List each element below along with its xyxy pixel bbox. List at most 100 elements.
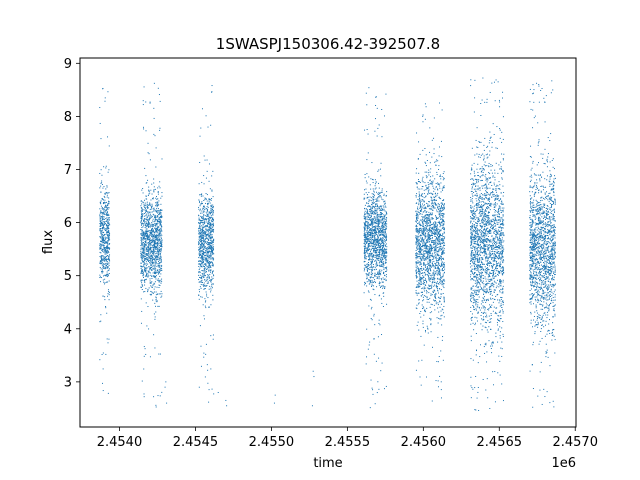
data-point: [374, 256, 376, 258]
data-point: [208, 267, 210, 269]
data-point: [440, 225, 442, 227]
data-point: [375, 268, 377, 270]
data-point: [100, 247, 102, 249]
data-point: [208, 212, 210, 214]
data-point: [370, 243, 372, 245]
data-point: [101, 217, 103, 219]
data-point: [425, 219, 427, 221]
data-point: [104, 193, 106, 195]
data-point: [366, 211, 368, 213]
data-point: [159, 268, 161, 270]
data-point: [376, 242, 378, 244]
data-point: [418, 243, 420, 245]
data-point: [151, 291, 153, 293]
data-point: [379, 168, 381, 170]
data-point: [142, 273, 144, 275]
data-point: [101, 211, 103, 213]
data-point: [152, 240, 154, 242]
data-point: [417, 262, 419, 264]
data-point: [140, 254, 142, 256]
data-point: [155, 237, 157, 239]
data-point: [146, 182, 148, 184]
data-point: [428, 301, 430, 303]
data-point: [146, 249, 148, 251]
data-point: [440, 296, 442, 298]
data-point: [140, 263, 142, 265]
data-point: [199, 223, 201, 225]
data-point: [145, 240, 147, 242]
data-point: [209, 224, 211, 226]
data-point: [212, 294, 214, 296]
data-point: [103, 281, 105, 283]
data-point: [153, 268, 155, 270]
data-point: [203, 352, 205, 354]
data-point: [441, 227, 443, 229]
data-point: [107, 231, 109, 233]
data-point: [154, 236, 156, 238]
data-point: [100, 185, 102, 187]
data-point: [152, 237, 154, 239]
data-point: [374, 229, 376, 231]
data-point: [424, 207, 426, 209]
data-point: [377, 194, 379, 196]
data-point: [141, 284, 143, 286]
data-point: [141, 242, 143, 244]
data-point: [105, 211, 107, 213]
data-point: [370, 188, 372, 190]
data-point: [378, 282, 380, 284]
data-point: [140, 247, 142, 249]
data-point: [107, 293, 109, 295]
data-point: [198, 222, 200, 224]
data-point: [421, 304, 423, 306]
data-point: [202, 207, 204, 209]
data-point: [205, 291, 207, 293]
data-point: [146, 219, 148, 221]
data-point: [383, 203, 385, 205]
data-point: [443, 221, 445, 223]
data-point: [438, 246, 440, 248]
data-point: [385, 243, 387, 245]
data-point: [372, 250, 374, 252]
data-point: [372, 237, 374, 239]
data-point: [439, 183, 441, 185]
data-point: [424, 161, 426, 163]
data-point: [146, 273, 148, 275]
data-point: [147, 275, 149, 277]
data-point: [439, 237, 441, 239]
data-point: [159, 258, 161, 260]
data-point: [210, 206, 212, 208]
data-point: [212, 262, 214, 264]
data-point: [199, 235, 201, 237]
data-point: [364, 246, 366, 248]
data-point: [374, 248, 376, 250]
data-point: [99, 201, 101, 203]
data-point: [151, 269, 153, 271]
data-point: [377, 205, 379, 207]
data-point: [146, 201, 148, 203]
data-point: [198, 281, 200, 283]
data-point: [105, 238, 107, 240]
data-point: [141, 252, 143, 254]
data-point: [207, 254, 209, 256]
data-point: [370, 279, 372, 281]
data-point: [155, 239, 157, 241]
data-point: [427, 236, 429, 238]
data-point: [366, 250, 368, 252]
data-point: [160, 256, 162, 258]
data-point: [146, 232, 148, 234]
data-point: [207, 276, 209, 278]
data-point: [374, 212, 376, 214]
data-point: [435, 282, 437, 284]
data-point: [199, 271, 201, 273]
data-point: [105, 206, 107, 208]
data-point: [201, 216, 203, 218]
data-point: [382, 242, 384, 244]
data-point: [379, 213, 381, 215]
data-point: [423, 239, 425, 241]
data-point: [422, 223, 424, 225]
data-point: [418, 245, 420, 247]
data-point: [203, 229, 205, 231]
data-point: [212, 283, 214, 285]
data-point: [154, 302, 156, 304]
data-point: [142, 251, 144, 253]
